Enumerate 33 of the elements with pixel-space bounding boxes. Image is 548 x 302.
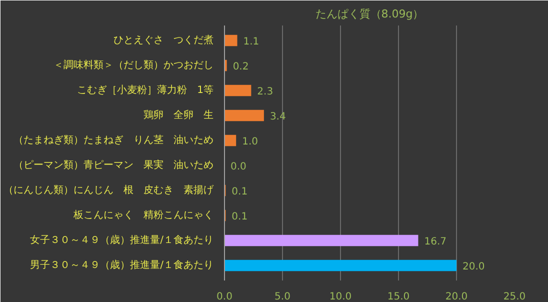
data-label: 1.0 [242, 136, 258, 148]
data-label: 20.0 [462, 262, 485, 272]
y-tick-label: （ピーマン類）青ピーマン 果実 油いため [14, 159, 214, 171]
x-tick-label: 25.0 [503, 292, 526, 302]
bar [224, 34, 238, 46]
y-tick-label: （たまねぎ類）たまねぎ りん茎 油いため [14, 134, 214, 146]
x-tick-label: 15.0 [387, 292, 410, 302]
bar [224, 110, 264, 122]
x-tick-label: 0.0 [216, 292, 232, 302]
x-tick-label: 10.0 [329, 292, 352, 302]
y-tick-label: 女子３０～４９（歳）推進量/１食あたり [30, 234, 214, 246]
y-tick-label: 板こんにゃく 精粉こんにゃく [72, 209, 214, 221]
y-tick-label: ＜調味料類＞（だし類）かつおだし [54, 59, 214, 71]
bar [224, 260, 456, 272]
bar [224, 84, 252, 96]
data-label: 3.4 [270, 112, 286, 122]
chart-title: たんぱく質（8.09g） [315, 8, 424, 20]
data-label: 0.2 [232, 62, 249, 72]
bar [224, 134, 236, 146]
x-tick-label: 5.0 [274, 292, 290, 302]
y-tick-label: 鶏卵 全卵 生 [144, 109, 214, 121]
x-tick-label: 20.0 [445, 292, 468, 302]
y-tick-label: こむぎ［小麦粉］薄力粉 1等 [77, 84, 214, 96]
y-tick-label: （にんじん類）にんじん 根 皮むき 素揚げ [4, 184, 214, 196]
y-tick-label: 男子３０～４９（歳）推進量/１食あたり [30, 259, 214, 271]
data-label: 2.3 [257, 86, 274, 98]
data-label: 0.1 [232, 186, 248, 198]
data-label: 16.7 [424, 236, 446, 248]
data-label: 0.0 [230, 162, 246, 172]
data-label: 0.1 [232, 212, 248, 222]
bar [224, 234, 418, 246]
y-tick-label: ひとえぐさ つくだ煮 [114, 34, 214, 46]
data-label: 1.1 [243, 36, 260, 48]
